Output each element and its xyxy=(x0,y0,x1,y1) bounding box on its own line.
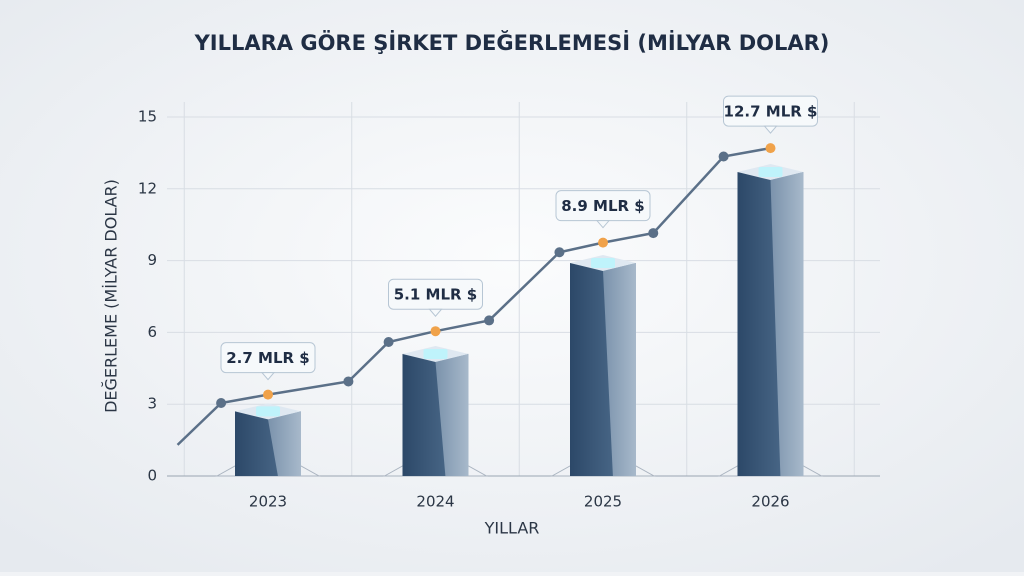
trend-point xyxy=(554,247,565,258)
bar-facet xyxy=(435,353,469,476)
trend-point xyxy=(430,326,441,337)
bar-glow xyxy=(591,257,615,268)
value-label: 5.1 MLR $ xyxy=(394,286,478,304)
bar-glow xyxy=(423,348,448,359)
bar-facet xyxy=(268,411,301,476)
trend-point xyxy=(484,315,495,326)
bar-facet xyxy=(603,262,636,476)
y-tick-label: 3 xyxy=(147,395,157,413)
callout-pointer xyxy=(260,372,276,381)
bar-glow xyxy=(758,167,783,178)
x-tick-label: 2023 xyxy=(249,493,287,511)
callout-pointer xyxy=(763,125,778,134)
trend-point xyxy=(718,151,729,162)
y-tick-label: 6 xyxy=(147,323,157,341)
bar-facet xyxy=(770,172,804,476)
trend-point xyxy=(263,389,273,400)
x-axis-label: YILLAR xyxy=(484,519,540,538)
bar xyxy=(215,403,321,477)
bar xyxy=(550,254,656,477)
y-tick-label: 9 xyxy=(147,251,157,269)
trend-point xyxy=(765,143,776,154)
value-label: 2.7 MLR $ xyxy=(226,349,310,367)
callout-pointer xyxy=(595,220,611,229)
value-label: 12.7 MLR $ xyxy=(724,103,818,121)
chart-title: YILLARA GÖRE ŞİRKET DEĞERLEMESİ (MİLYAR … xyxy=(194,30,830,55)
x-tick-label: 2025 xyxy=(584,493,622,511)
trend-point xyxy=(216,398,227,409)
x-tick-label: 2024 xyxy=(416,493,454,511)
bar xyxy=(717,164,824,477)
y-axis-label: DEĞERLEME (MİLYAR DOLAR) xyxy=(102,179,121,413)
trend-point xyxy=(648,228,659,239)
bar-glow xyxy=(256,406,280,417)
callout-pointer xyxy=(428,308,443,317)
trend-point xyxy=(598,237,608,248)
y-tick-label: 0 xyxy=(147,467,157,485)
value-label: 8.9 MLR $ xyxy=(561,197,645,215)
y-tick-label: 15 xyxy=(138,108,157,126)
x-tick-label: 2026 xyxy=(751,493,789,511)
trend-line xyxy=(176,146,771,446)
trend-point xyxy=(383,336,394,347)
y-tick-label: 12 xyxy=(138,179,157,197)
trend-point xyxy=(343,376,354,387)
bar xyxy=(382,345,489,477)
